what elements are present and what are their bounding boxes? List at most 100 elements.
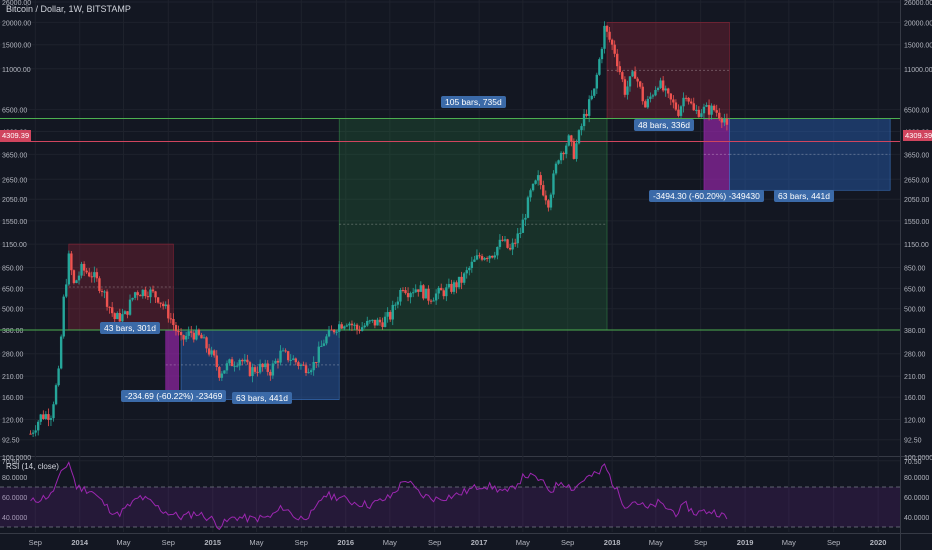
candle-body	[167, 304, 170, 319]
candle-body	[559, 152, 563, 161]
candle-body	[307, 372, 310, 374]
candle-body	[289, 359, 292, 361]
candle-body	[427, 288, 430, 301]
candle-body	[233, 365, 236, 367]
candle-body	[636, 78, 639, 82]
candle-body	[90, 276, 93, 278]
candle-body	[179, 332, 183, 336]
x-tick-label: May	[516, 538, 530, 547]
candle-body	[139, 295, 142, 297]
candle-body	[218, 367, 221, 378]
candle-body	[608, 31, 611, 40]
candle-body	[93, 272, 96, 278]
x-tick-label: Sep	[29, 538, 42, 547]
candle-body	[200, 334, 203, 339]
y-tick-label-left: 6500.00	[2, 108, 27, 115]
y-tick-label-left: 280.00	[2, 352, 24, 359]
candle-body	[644, 101, 647, 108]
candle-body	[432, 300, 435, 302]
y-tick-label-right: 6500.00	[904, 108, 929, 115]
candle-body	[348, 323, 351, 326]
candle-body	[687, 97, 690, 102]
candle-body	[297, 362, 300, 367]
candle-body	[42, 414, 45, 419]
candle-body	[406, 293, 410, 298]
candle-body	[202, 337, 206, 339]
candle-body	[223, 370, 226, 374]
candle-body	[299, 364, 303, 367]
candle-body	[664, 88, 667, 91]
candle-body	[149, 289, 152, 298]
candle-body	[363, 325, 366, 328]
x-tick-label: May	[249, 538, 263, 547]
candle-body	[327, 329, 331, 337]
rsi-y-tick-label: 60.0000	[904, 495, 929, 502]
candle-body	[371, 319, 374, 321]
candle-body	[712, 105, 716, 111]
x-tick-label: May	[116, 538, 130, 547]
candle-body	[72, 270, 76, 283]
candle-body	[531, 183, 535, 191]
candle-body	[197, 329, 201, 335]
y-tick-label-right: 1150.00	[904, 242, 929, 249]
left-range-bars-label: 63 bars, 441d	[232, 392, 292, 404]
candle-body	[161, 303, 165, 307]
candle-body	[669, 93, 672, 100]
candle-body	[258, 363, 262, 373]
candle-body	[616, 53, 619, 67]
candle-body	[697, 109, 701, 117]
candle-body	[47, 414, 50, 420]
x-tick-label: May	[782, 538, 796, 547]
x-tick-label: 2015	[204, 538, 221, 547]
candle-body	[248, 362, 252, 377]
candle-body	[399, 289, 402, 302]
x-tick-label: 2014	[71, 538, 89, 547]
candle-body	[337, 324, 341, 332]
y-tick-label-left: 70.50	[2, 459, 20, 466]
candle-body	[631, 71, 634, 77]
y-tick-label-right: 26000.00	[904, 0, 932, 7]
candle-body	[529, 190, 532, 198]
candle-body	[603, 25, 606, 49]
candle-body	[513, 242, 517, 244]
candle-body	[419, 285, 423, 292]
rsi-y-tick-label: 100.0000	[904, 455, 932, 462]
candle-body	[411, 292, 415, 294]
candle-body	[554, 163, 558, 174]
candle-body	[508, 247, 512, 250]
candle-body	[29, 433, 32, 435]
candle-body	[437, 287, 440, 294]
candle-body	[618, 66, 621, 73]
x-tick-label: Sep	[428, 538, 441, 547]
current-price-tag-right: 4309.39	[903, 130, 932, 141]
candle-body	[519, 232, 522, 234]
x-tick-label: Sep	[694, 538, 707, 547]
candle-body	[322, 343, 326, 346]
candle-body	[126, 311, 129, 315]
y-tick-label-left: 2050.00	[2, 197, 27, 204]
candle-body	[401, 289, 405, 291]
candle-body	[656, 87, 660, 90]
candle-body	[373, 319, 377, 326]
candle-body	[667, 88, 670, 94]
candle-body	[243, 359, 247, 362]
candle-body	[169, 318, 173, 320]
candle-body	[465, 270, 468, 274]
x-tick-label: Sep	[561, 538, 574, 547]
y-tick-label-right: 160.00	[904, 395, 926, 402]
candle-body	[442, 290, 445, 297]
y-tick-label-left: 380.00	[2, 328, 24, 335]
candle-body	[593, 88, 596, 96]
candle-body	[220, 373, 224, 378]
candle-body	[641, 86, 644, 102]
candle-body	[409, 293, 412, 298]
candle-body	[488, 255, 491, 259]
candle-body	[496, 246, 499, 256]
candle-body	[34, 430, 37, 433]
candle-body	[269, 371, 272, 376]
candle-body	[75, 280, 78, 283]
y-tick-label-right: 120.00	[904, 418, 926, 425]
candle-body	[462, 273, 466, 283]
candle-body	[587, 99, 591, 116]
